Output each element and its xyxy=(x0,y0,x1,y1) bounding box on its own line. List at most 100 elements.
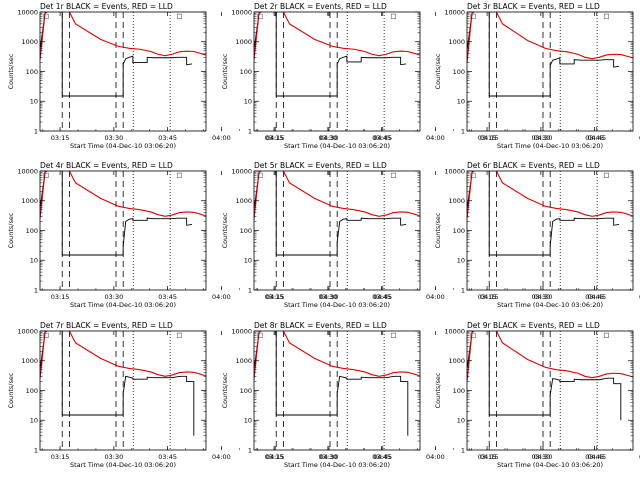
y-tick-label: 100 xyxy=(240,227,252,235)
x-tick-label: 03:45 xyxy=(158,134,177,142)
y-axis-label: Counts/sec xyxy=(221,53,229,89)
series-line-events xyxy=(40,171,193,256)
y-tick-label: 1 xyxy=(461,446,465,454)
x-tick-label: 03:45 xyxy=(372,134,391,142)
x-tick-label: 04:00 xyxy=(212,134,231,142)
x-tick-label: 03:30 xyxy=(531,293,550,301)
square-mark-left: □ xyxy=(470,331,476,339)
plot-area xyxy=(467,171,633,290)
y-tick-label: 10000 xyxy=(444,167,465,175)
panel-det-5r: Det 5r BLACK = Events, RED = LLD11010010… xyxy=(221,161,606,309)
square-mark-left: □ xyxy=(470,171,476,179)
x-tick-label: 03:45 xyxy=(158,453,177,461)
y-tick-label: 100 xyxy=(26,387,38,395)
x-tick-label: 03:15 xyxy=(265,293,284,301)
panel-title: Det 9r BLACK = Events, RED = LLD xyxy=(467,321,600,330)
panel-title: Det 6r BLACK = Events, RED = LLD xyxy=(467,161,600,170)
x-tick-label: 04:15 xyxy=(266,134,285,142)
square-mark-right: □ xyxy=(390,12,396,20)
series-line-lld xyxy=(40,171,206,219)
series-line-events xyxy=(467,331,622,421)
y-axis-label: Counts/sec xyxy=(7,53,15,89)
y-tick-label: 1 xyxy=(34,446,38,454)
y-tick-label: 1 xyxy=(248,127,252,135)
series-line-events xyxy=(254,12,407,97)
plot-area xyxy=(254,331,420,450)
x-tick-label: 03:30 xyxy=(104,453,123,461)
x-tick-label: 04:30 xyxy=(534,293,553,301)
x-axis-label: Start Time (04-Dec-10 03:06:20) xyxy=(284,301,390,309)
y-tick-label: 1 xyxy=(34,127,38,135)
panel-det-8r: Det 8r BLACK = Events, RED = LLD11010010… xyxy=(221,321,606,469)
y-axis-label: Counts/sec xyxy=(221,372,229,408)
y-tick-label: 10 xyxy=(457,417,465,425)
x-tick-label: 03:30 xyxy=(318,134,337,142)
series-line-lld xyxy=(254,331,420,379)
y-tick-label: 100 xyxy=(453,387,465,395)
x-tick-label: 04:30 xyxy=(534,453,553,461)
x-tick-label: 03:15 xyxy=(51,293,70,301)
y-tick-label: 1000 xyxy=(235,38,252,46)
series-line-events xyxy=(254,171,407,256)
y-tick-label: 1000 xyxy=(21,357,38,365)
square-mark-right: □ xyxy=(176,12,182,20)
panel-title: Det 1r BLACK = Events, RED = LLD xyxy=(40,2,173,11)
x-tick-label: 03:45 xyxy=(372,293,391,301)
y-tick-label: 10000 xyxy=(17,8,38,16)
y-tick-label: 10 xyxy=(30,417,38,425)
panel-title: Det 2r BLACK = Events, RED = LLD xyxy=(254,2,387,11)
series-line-lld xyxy=(40,331,206,379)
y-tick-label: 100 xyxy=(453,68,465,76)
y-axis-label: Counts/sec xyxy=(7,372,15,408)
x-tick-label: 03:45 xyxy=(372,453,391,461)
y-tick-label: 10000 xyxy=(17,167,38,175)
x-tick-label: 03:15 xyxy=(51,453,70,461)
x-tick-label: 04:30 xyxy=(320,134,339,142)
x-axis-label: Start Time (04-Dec-10 03:06:20) xyxy=(284,142,390,150)
x-tick-label: 03:30 xyxy=(318,453,337,461)
series-line-events xyxy=(40,331,195,436)
series-line-events xyxy=(467,12,620,97)
square-mark-right: □ xyxy=(176,331,182,339)
x-tick-label: 04:45 xyxy=(373,293,392,301)
x-tick-label: 04:30 xyxy=(534,134,553,142)
x-axis-label: Start Time (04-Dec-10 03:06:20) xyxy=(497,142,603,150)
y-tick-label: 10 xyxy=(30,98,38,106)
y-tick-label: 1 xyxy=(248,286,252,294)
x-tick-label: 04:15 xyxy=(480,453,499,461)
y-tick-label: 100 xyxy=(453,227,465,235)
x-tick-label: 03:15 xyxy=(265,453,284,461)
x-tick-label: 03:30 xyxy=(531,453,550,461)
x-tick-label: 03:30 xyxy=(104,293,123,301)
y-tick-label: 10000 xyxy=(231,167,252,175)
panel-det-9r: Det 9r BLACK = Events, RED = LLD 1 10 100 10… xyxy=(434,321,640,469)
x-axis-label: Start Time (04-Dec-10 03:06:20) xyxy=(497,461,603,469)
x-tick-label: 04:45 xyxy=(587,134,606,142)
x-tick-label: 03:45 xyxy=(585,453,604,461)
y-axis-label: Counts/sec xyxy=(7,212,15,248)
y-tick-label: 1000 xyxy=(235,357,252,365)
x-tick-label: 03:15 xyxy=(478,453,497,461)
square-mark-right: □ xyxy=(603,331,609,339)
plot-area xyxy=(467,331,633,450)
series-line-lld xyxy=(40,12,206,60)
panel-title: Det 4r BLACK = Events, RED = LLD xyxy=(40,161,173,170)
y-tick-label: 10000 xyxy=(444,8,465,16)
y-tick-label: 10000 xyxy=(17,327,38,335)
series-line-events xyxy=(467,171,620,256)
x-tick-label: 04:45 xyxy=(373,453,392,461)
square-mark-left: □ xyxy=(257,331,263,339)
series-line-lld xyxy=(467,331,633,382)
x-axis-label: Start Time (04-Dec-10 03:06:20) xyxy=(497,301,603,309)
y-tick-label: 1000 xyxy=(448,357,465,365)
y-tick-label: 100 xyxy=(26,227,38,235)
x-tick-label: 03:45 xyxy=(158,293,177,301)
plot-area xyxy=(467,12,633,131)
x-tick-label: 04:00 xyxy=(426,453,445,461)
y-tick-label: 10 xyxy=(457,257,465,265)
panel-title: Det 7r BLACK = Events, RED = LLD xyxy=(40,321,173,330)
y-tick-label: 1 xyxy=(34,286,38,294)
y-tick-label: 10 xyxy=(244,98,252,106)
plot-area xyxy=(40,171,206,290)
y-tick-label: 10 xyxy=(244,417,252,425)
